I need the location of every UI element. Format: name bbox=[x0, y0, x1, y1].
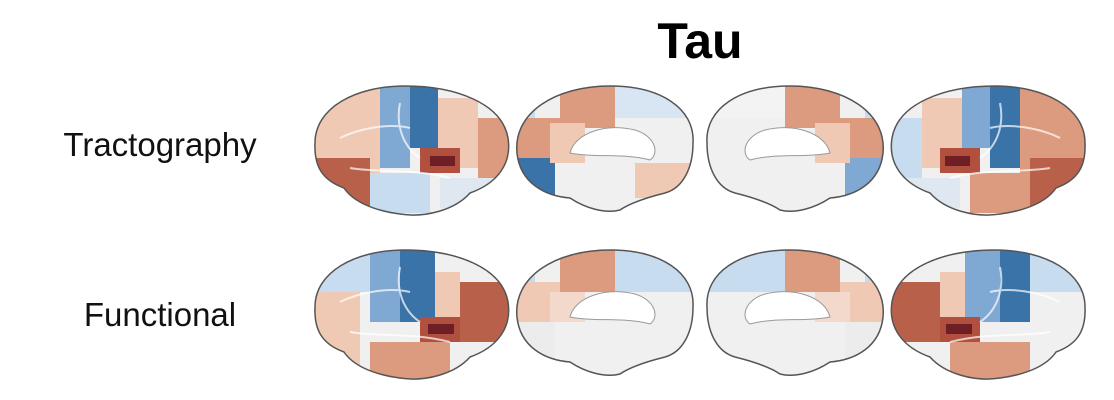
brain-lateral-right-tractography bbox=[890, 85, 1086, 216]
brain-lateral-right-functional bbox=[890, 249, 1086, 380]
brain-lateral-left-tractography bbox=[314, 85, 510, 216]
row-label-functional: Functional bbox=[83, 296, 237, 333]
brain-medial-right-functional bbox=[706, 249, 884, 376]
brain-medial-left-tractography bbox=[516, 85, 694, 212]
figure-title: Tau bbox=[657, 13, 743, 69]
brain-medial-right-tractography bbox=[706, 85, 884, 212]
brain-medial-left-functional bbox=[516, 249, 694, 376]
brain-lateral-left-functional bbox=[314, 249, 510, 380]
row-label-tractography: Tractography bbox=[63, 126, 257, 163]
